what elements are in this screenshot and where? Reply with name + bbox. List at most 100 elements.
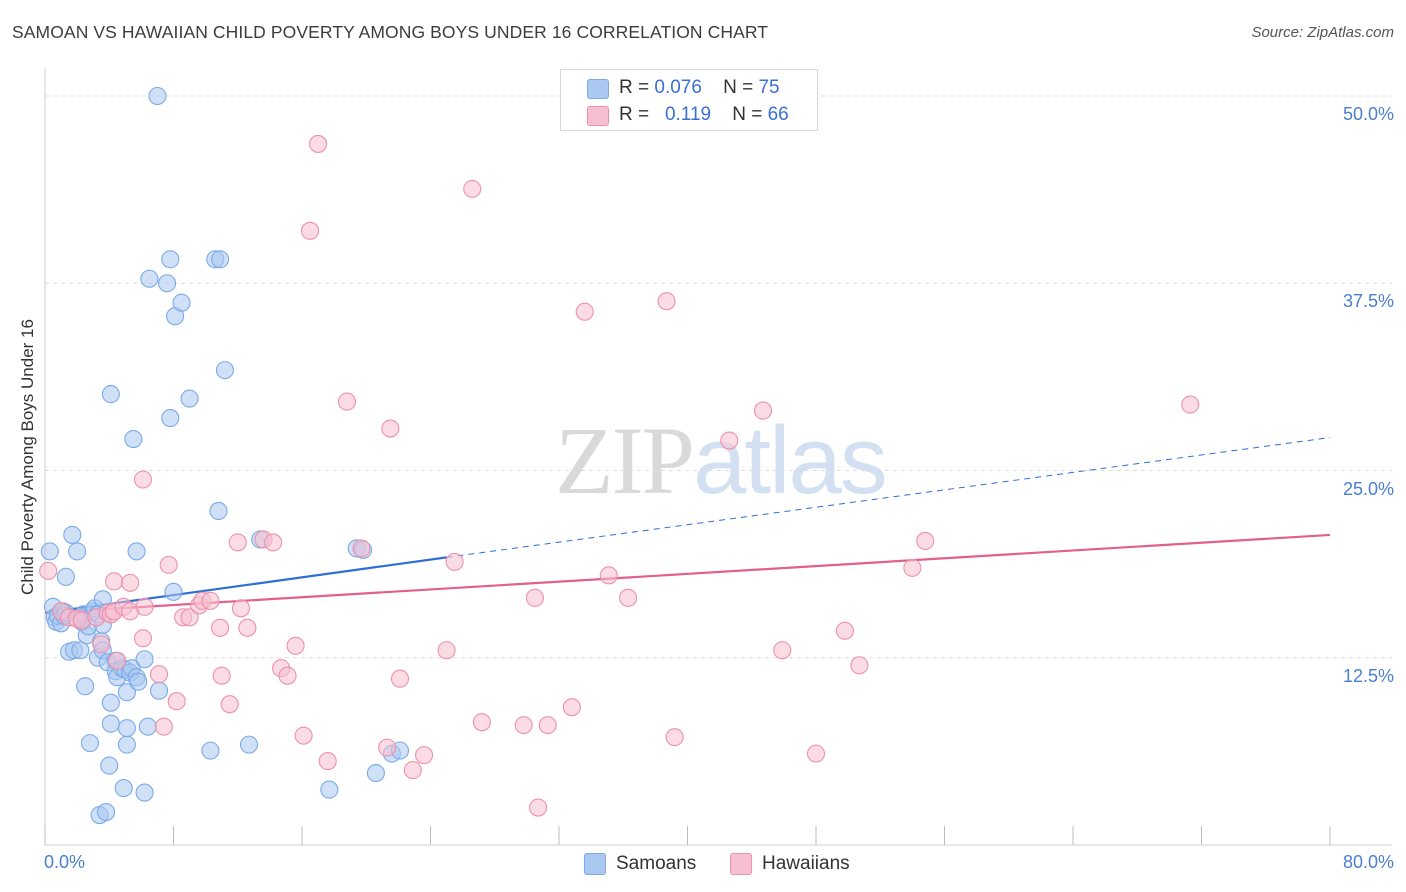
hawaiians-swatch xyxy=(730,853,752,875)
data-point-samoans xyxy=(40,542,59,561)
data-point-hawaiians xyxy=(133,629,153,648)
y-tick-label: 12.5% xyxy=(1342,665,1394,686)
legend-n-value: 75 xyxy=(758,77,780,98)
data-point-hawaiians xyxy=(773,641,792,660)
data-point-hawaiians xyxy=(228,533,247,552)
data-point-samoans xyxy=(80,734,100,753)
data-point-samoans xyxy=(209,501,228,520)
data-point-samoans xyxy=(320,780,339,799)
data-point-hawaiians xyxy=(1181,395,1200,414)
data-point-hawaiians xyxy=(318,752,337,771)
data-point-hawaiians xyxy=(133,470,153,489)
data-point-samoans xyxy=(172,293,191,312)
data-point-hawaiians xyxy=(529,798,548,817)
trend-line-samoans-extrapolated xyxy=(446,437,1331,558)
data-point-samoans xyxy=(117,719,136,738)
legend-label-samoans: Samoans xyxy=(616,853,697,874)
data-point-samoans xyxy=(180,389,199,408)
data-point-hawaiians xyxy=(916,531,935,550)
data-point-hawaiians xyxy=(352,539,371,558)
data-point-hawaiians xyxy=(437,641,456,660)
watermark-atlas: atlas xyxy=(693,407,888,514)
data-point-samoans xyxy=(201,741,220,760)
y-tick-label: 37.5% xyxy=(1342,291,1394,312)
data-point-hawaiians xyxy=(665,728,684,747)
data-point-hawaiians xyxy=(472,713,491,732)
data-point-hawaiians xyxy=(599,566,618,585)
data-point-hawaiians xyxy=(463,179,482,198)
data-point-hawaiians xyxy=(657,292,676,311)
y-axis-label: Child Poverty Among Boys Under 16 xyxy=(18,319,37,595)
data-point-hawaiians xyxy=(154,717,173,736)
data-point-samoans xyxy=(127,542,146,561)
chart-title: SAMOAN VS HAWAIIAN CHILD POVERTY AMONG B… xyxy=(12,22,769,42)
legend-r-value: 0.119 xyxy=(664,104,712,125)
data-point-hawaiians xyxy=(619,588,638,607)
data-point-samoans xyxy=(366,764,385,783)
data-point-samoans xyxy=(135,783,154,802)
data-point-samoans xyxy=(148,86,167,106)
data-point-hawaiians xyxy=(180,608,199,627)
data-point-hawaiians xyxy=(121,573,140,592)
data-point-samoans xyxy=(239,735,259,754)
hawaiians-swatch xyxy=(587,106,609,126)
data-point-samoans xyxy=(164,582,183,601)
data-point-samoans xyxy=(138,717,157,736)
data-point-hawaiians xyxy=(720,431,739,450)
watermark-zip: ZIP xyxy=(555,407,695,514)
data-point-samoans xyxy=(161,250,180,269)
data-point-hawaiians xyxy=(211,618,230,637)
x-tick-label: 0.0% xyxy=(44,852,86,872)
data-point-hawaiians xyxy=(806,744,826,763)
data-point-samoans xyxy=(101,714,120,733)
data-points xyxy=(39,86,1200,825)
data-point-samoans xyxy=(101,385,120,404)
data-point-hawaiians xyxy=(135,597,154,616)
trend-line-hawaiians xyxy=(44,533,1331,614)
data-point-samoans xyxy=(117,735,136,754)
data-point-hawaiians xyxy=(286,636,305,655)
data-point-samoans xyxy=(56,567,75,586)
data-point-samoans xyxy=(114,779,133,798)
legend-r-label: R = xyxy=(619,77,650,98)
data-point-hawaiians xyxy=(753,401,773,420)
data-point-hawaiians xyxy=(201,591,220,610)
data-point-hawaiians xyxy=(231,599,251,618)
watermark: ZIPatlas xyxy=(555,405,888,516)
correlation-legend: R = 0.076 N = 75 R = 0.119 N = 66 xyxy=(560,69,818,131)
data-point-hawaiians xyxy=(92,635,111,654)
data-point-hawaiians xyxy=(238,618,257,637)
data-point-samoans xyxy=(158,274,177,293)
data-point-hawaiians xyxy=(403,761,422,780)
data-point-hawaiians xyxy=(39,561,58,580)
data-point-hawaiians xyxy=(264,533,283,552)
samoans-swatch xyxy=(587,79,609,99)
legend-r-value: 0.076 xyxy=(654,77,702,98)
data-point-samoans xyxy=(124,429,143,449)
data-point-samoans xyxy=(129,672,148,691)
legend-r-label: R = xyxy=(619,104,650,125)
data-point-hawaiians xyxy=(381,419,400,438)
data-point-hawaiians xyxy=(294,726,313,745)
data-point-hawaiians xyxy=(278,666,297,685)
data-point-hawaiians xyxy=(390,669,410,688)
legend-n-value: 66 xyxy=(767,104,789,125)
data-point-samoans xyxy=(96,802,116,822)
data-point-samoans xyxy=(149,681,169,700)
data-point-hawaiians xyxy=(415,746,434,765)
chart-source: Source: ZipAtlas.com xyxy=(1251,24,1394,41)
data-point-hawaiians xyxy=(167,692,186,711)
data-point-samoans xyxy=(76,677,95,696)
data-point-samoans xyxy=(101,693,120,712)
legend-label-hawaiians: Hawaiians xyxy=(762,853,850,874)
legend-n-label: N = xyxy=(732,104,763,125)
data-point-hawaiians xyxy=(300,221,320,240)
data-point-hawaiians xyxy=(337,392,357,411)
data-point-samoans xyxy=(117,683,136,702)
data-point-hawaiians xyxy=(378,738,397,757)
data-point-hawaiians xyxy=(850,656,869,675)
data-point-hawaiians xyxy=(105,572,124,591)
data-point-samoans xyxy=(211,250,230,269)
series-legend: Samoans Hawaiians xyxy=(0,852,1406,878)
